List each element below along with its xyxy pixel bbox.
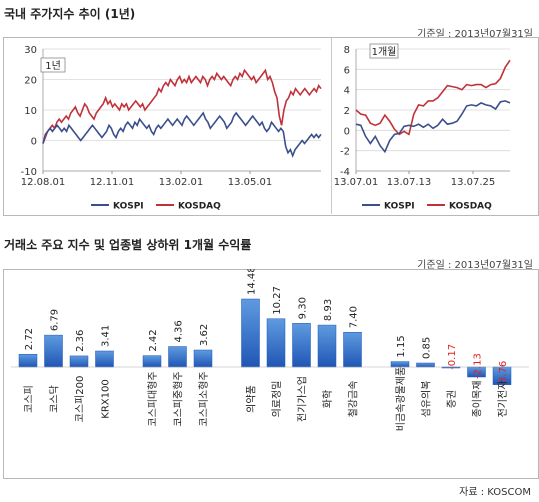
bar-value-label: -3.76 (498, 361, 509, 387)
x-tick-label: 12.08.01 (21, 177, 66, 188)
y-tick-label: 30 (24, 45, 37, 56)
bar-category-label: 코스피대형주 (147, 371, 159, 426)
y-tick-label: -10 (21, 167, 37, 178)
bar (168, 346, 187, 368)
bar-chart-bars: 2.72 코스피 6.79 코스닥 2.36 코스피200 3.41 KRX100 2.42 코스… (11, 269, 529, 431)
y-tick-label: -2 (340, 147, 350, 158)
bar (193, 349, 213, 368)
bar-chart: 2.72 코스피 6.79 코스닥 2.36 코스피200 3.41 KRX100 2.42 코스… (11, 269, 529, 431)
bar (18, 353, 38, 368)
legend-label-kosdaq: KOSDAQ (449, 202, 492, 212)
chart-1m: 8 6 4 2 0 -2 -4 13.07.01 13.07.13 13.07.25 1개월 K… (334, 43, 511, 212)
x-tick-label: 13.05.01 (228, 177, 273, 188)
series-line-kosdaq-1y (42, 68, 322, 144)
section1-title: 국내 주가지수 추이 (1년) (4, 7, 136, 21)
section1-date: 기준일 : 2013년07월31일 (417, 29, 533, 40)
bar-category-label: 의약품 (246, 385, 258, 413)
bar (142, 355, 162, 368)
bar-value-label: 8.93 (323, 299, 334, 321)
bar-value-label: 3.62 (199, 324, 210, 346)
bar-category-label: 종이목재 (472, 381, 484, 418)
chart-1m-title: 1개월 (372, 46, 397, 58)
bar-category-label: 섬유의복 (421, 381, 433, 418)
bar-value-label: 2.36 (75, 330, 86, 352)
y-tick-label: 0 (31, 137, 37, 148)
series-line-kospi-1m (355, 100, 511, 154)
chart-1y-xticks: 12.08.01 12.11.01 13.02.01 13.05.01 (21, 171, 273, 188)
panel-divider (331, 38, 332, 214)
x-tick-label: 13.02.01 (159, 177, 204, 188)
chart-1y-legend: KOSPI KOSDAQ (91, 202, 221, 212)
y-tick-label: 10 (24, 106, 37, 117)
bar (44, 334, 63, 368)
bar-value-label: 7.40 (349, 306, 360, 328)
bar-value-label: 3.41 (101, 325, 112, 347)
section2-title: 거래소 주요 지수 및 업종별 상하위 1개월 수익률 (4, 238, 252, 252)
bar (69, 355, 89, 368)
bar-category-label: 전기가스업 (296, 376, 309, 422)
chart-1y: 30 20 10 0 -10 12.08.01 12.11.01 13.02.01 13.05… (21, 45, 322, 212)
bar (343, 331, 362, 368)
chart-1m-yticks: 8 6 4 2 0 -2 -4 (340, 45, 350, 178)
bar-category-label: 코스피200 (74, 376, 86, 423)
bar-category-label: KRX100 (101, 379, 112, 418)
y-tick-label: 8 (344, 45, 350, 56)
bar (95, 350, 114, 368)
x-tick-label: 13.07.13 (387, 177, 432, 188)
bar-category-label: 의료정밀 (271, 381, 283, 418)
chart-1m-xticks: 13.07.01 13.07.13 13.07.25 (334, 171, 496, 188)
bar-value-label: 2.72 (24, 328, 35, 350)
bar-category-label: 코스피 (23, 385, 35, 413)
section2-date: 기준일 : 2013년07월31일 (417, 260, 533, 271)
bar (390, 361, 410, 368)
bar (416, 362, 435, 368)
bar-value-label: 2.42 (148, 329, 159, 351)
y-tick-label: 20 (24, 76, 37, 87)
bar-value-label: 6.79 (50, 309, 61, 331)
bar (266, 318, 286, 368)
bar-category-label: 코스피중형주 (173, 371, 185, 426)
y-tick-label: 6 (344, 65, 350, 76)
bar-value-label: 4.36 (174, 320, 185, 342)
chart-1m-title-box (369, 43, 399, 59)
bar-value-label: 9.30 (298, 297, 309, 319)
chart-1m-grid (355, 48, 510, 172)
bar-value-label: 1.15 (396, 335, 407, 357)
x-tick-label: 13.07.01 (334, 177, 379, 188)
y-tick-label: 4 (344, 86, 350, 97)
bar-value-label: -2.13 (473, 353, 484, 379)
bar-value-label: 0.85 (422, 337, 433, 359)
bar-category-label: 철강금속 (348, 381, 360, 418)
bar-category-label: 코스닥 (49, 385, 61, 413)
x-tick-label: 13.07.25 (451, 177, 496, 188)
bar-chart-panel (3, 269, 539, 479)
bar-category-label: 증권 (446, 390, 458, 408)
source-note: 자료 : KOSCOM (459, 487, 531, 498)
y-tick-label: 0 (344, 126, 350, 137)
bar-category-label: 전기전자 (497, 381, 509, 418)
series-line-kospi-1y (42, 111, 322, 159)
bar-category-label: 비금속광물제품 (395, 367, 407, 431)
chart-1y-title-box (40, 57, 66, 73)
y-tick-label: 2 (344, 106, 350, 117)
bar-value-label: 10.27 (272, 286, 283, 315)
bar (241, 298, 260, 368)
bar (292, 323, 311, 368)
bar (317, 324, 337, 368)
bar-value-label: -0.17 (447, 344, 458, 370)
legend-label-kospi: KOSPI (384, 202, 415, 212)
legend-label-kosdaq: KOSDAQ (178, 202, 221, 212)
legend-label-kospi: KOSPI (113, 202, 144, 212)
chart-1m-legend: KOSPI KOSDAQ (362, 202, 492, 212)
bar-value-label: 14.48 (247, 269, 258, 295)
bar-category-label: 코스피소형주 (198, 371, 210, 426)
series-line-kosdaq-1m (355, 59, 511, 136)
bar-category-label: 화학 (322, 390, 334, 408)
y-tick-label: -4 (340, 167, 350, 178)
chart-1y-yticks: 30 20 10 0 -10 (21, 45, 37, 178)
x-tick-label: 12.11.01 (90, 177, 135, 188)
chart-1y-title: 1년 (45, 60, 61, 72)
